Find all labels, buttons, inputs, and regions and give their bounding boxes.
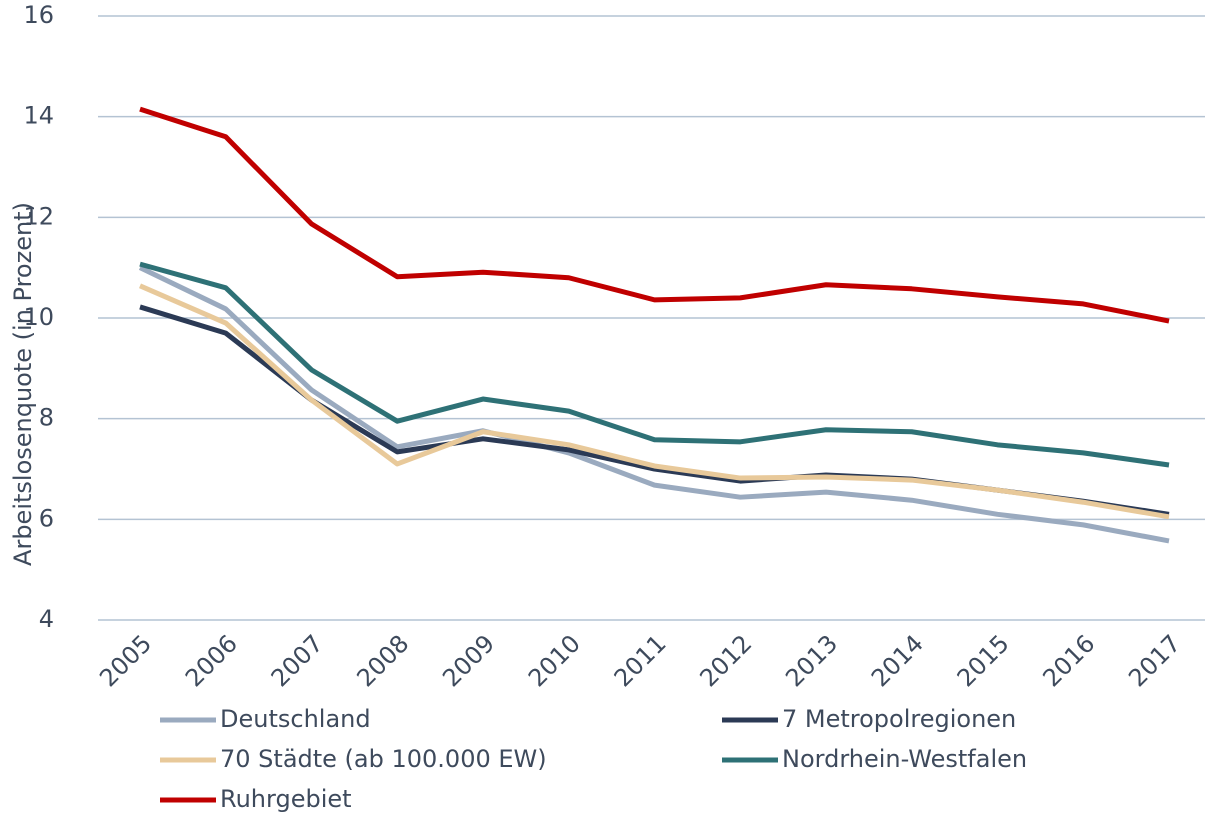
x-tick-label: 2017 <box>1123 629 1186 692</box>
legend-label: Deutschland <box>220 705 371 733</box>
x-tick-label: 2015 <box>952 629 1015 692</box>
legend-label: Ruhrgebiet <box>220 785 352 813</box>
x-tick-label: 2016 <box>1037 629 1100 692</box>
y-tick-label: 14 <box>23 102 54 130</box>
y-tick-label: 4 <box>39 605 54 633</box>
y-axis-label: Arbeitslosenquote (in Prozent) <box>9 202 37 566</box>
legend-label: Nordrhein-Westfalen <box>782 745 1027 773</box>
y-tick-label: 16 <box>23 1 54 29</box>
x-tick-label: 2011 <box>609 629 672 692</box>
x-tick-label: 2008 <box>351 629 414 692</box>
legend-label: 7 Metropolregionen <box>782 705 1016 733</box>
y-tick-label: 12 <box>23 202 54 230</box>
x-tick-label: 2013 <box>780 629 843 692</box>
x-tick-label: 2009 <box>437 629 500 692</box>
x-tick-label: 2012 <box>694 629 757 692</box>
series-line <box>139 261 1170 468</box>
x-tick-label: 2014 <box>866 629 929 692</box>
x-tick-label: 2005 <box>94 629 157 692</box>
x-tick-label: 2006 <box>180 629 243 692</box>
y-tick-label: 6 <box>39 504 54 532</box>
series-line <box>139 283 1170 520</box>
series-line <box>139 106 1170 324</box>
y-tick-label: 8 <box>39 404 54 432</box>
x-tick-label: 2010 <box>523 629 586 692</box>
y-tick-label: 10 <box>23 303 54 331</box>
series-line <box>138 265 1170 544</box>
legend-label: 70 Städte (ab 100.000 EW) <box>220 745 547 773</box>
x-tick-label: 2007 <box>266 629 329 692</box>
